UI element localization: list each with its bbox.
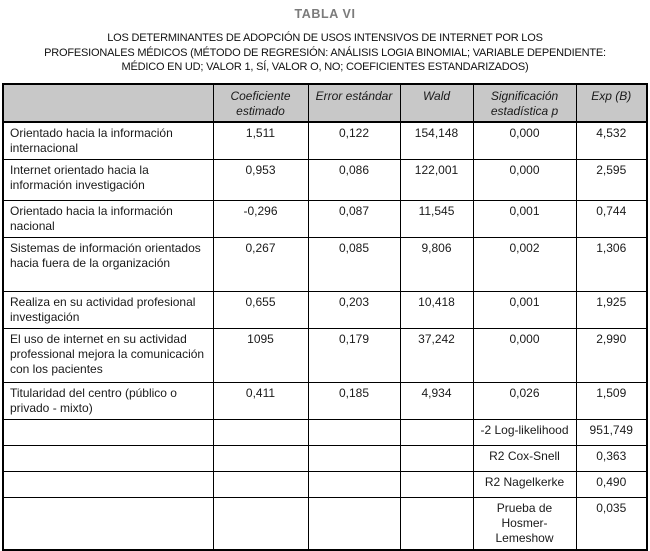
value-cell: 0,001 [473, 201, 576, 238]
stat-value: 951,749 [576, 420, 647, 446]
col-header-5: Exp (B) [576, 84, 647, 122]
empty-cell [308, 472, 400, 498]
value-cell: 1,306 [576, 238, 647, 292]
empty-cell [400, 472, 473, 498]
value-cell: 37,242 [400, 329, 473, 383]
value-cell: 0,122 [308, 122, 400, 160]
table-row: Internet orientado hacia la información … [3, 160, 647, 201]
empty-cell [3, 472, 213, 498]
empty-cell [3, 498, 213, 551]
empty-cell [400, 420, 473, 446]
value-cell: 122,001 [400, 160, 473, 201]
stat-label: -2 Log-likelihood [473, 420, 576, 446]
value-cell: 1095 [213, 329, 308, 383]
value-cell: 1,509 [576, 383, 647, 420]
value-cell: 0,203 [308, 292, 400, 329]
value-cell: 0,000 [473, 122, 576, 160]
col-header-1: Coeficiente estimado [213, 84, 308, 122]
value-cell: 11,545 [400, 201, 473, 238]
empty-cell [3, 446, 213, 472]
stat-label: Prueba de Hosmer-Lemeshow [473, 498, 576, 551]
value-cell: 0,000 [473, 329, 576, 383]
value-cell: 1,511 [213, 122, 308, 160]
stat-label: R2 Cox-Snell [473, 446, 576, 472]
value-cell: 0,026 [473, 383, 576, 420]
value-cell: 2,595 [576, 160, 647, 201]
variable-label: Orientado hacia la información internaci… [3, 122, 213, 160]
col-header-0 [3, 84, 213, 122]
value-cell: 2,990 [576, 329, 647, 383]
value-cell: 0,179 [308, 329, 400, 383]
empty-cell [400, 446, 473, 472]
value-cell: 9,806 [400, 238, 473, 292]
value-cell: 0,086 [308, 160, 400, 201]
col-header-4: Significación estadística p [473, 84, 576, 122]
title-line-1: LOS DETERMINANTES DE ADOPCIÓN DE USOS IN… [0, 31, 650, 46]
value-cell: 154,148 [400, 122, 473, 160]
value-cell: 0,953 [213, 160, 308, 201]
table-number: TABLA VI [0, 0, 650, 21]
empty-cell [213, 420, 308, 446]
value-cell: 4,934 [400, 383, 473, 420]
value-cell: 0,002 [473, 238, 576, 292]
value-cell: 0,267 [213, 238, 308, 292]
value-cell: 10,418 [400, 292, 473, 329]
variable-label: Realiza en su actividad profesional inve… [3, 292, 213, 329]
stat-label: R2 Nagelkerke [473, 472, 576, 498]
value-cell: 0,744 [576, 201, 647, 238]
value-cell: 0,411 [213, 383, 308, 420]
title-line-3: MÉDICO EN UD; VALOR 1, SÍ, VALOR O, NO; … [0, 60, 650, 75]
col-header-3: Wald [400, 84, 473, 122]
table-row: Orientado hacia la información internaci… [3, 122, 647, 160]
value-cell: 0,085 [308, 238, 400, 292]
stat-value: 0,490 [576, 472, 647, 498]
stat-value: 0,035 [576, 498, 647, 551]
table-row: El uso de internet en su actividad profe… [3, 329, 647, 383]
empty-cell [308, 498, 400, 551]
value-cell: 0,001 [473, 292, 576, 329]
table-row: Realiza en su actividad profesional inve… [3, 292, 647, 329]
variable-label: Orientado hacia la información nacional [3, 201, 213, 238]
variable-label: Titularidad del centro (público o privad… [3, 383, 213, 420]
value-cell: 1,925 [576, 292, 647, 329]
empty-cell [308, 446, 400, 472]
value-cell: 0,000 [473, 160, 576, 201]
empty-cell [3, 420, 213, 446]
value-cell: -0,296 [213, 201, 308, 238]
table-row: Orientado hacia la información nacional-… [3, 201, 647, 238]
title-line-2: PROFESIONALES MÉDICOS (MÉTODO DE REGRESI… [0, 46, 650, 61]
empty-cell [400, 498, 473, 551]
variable-label: El uso de internet en su actividad profe… [3, 329, 213, 383]
variable-label: Internet orientado hacia la información … [3, 160, 213, 201]
value-cell: 0,087 [308, 201, 400, 238]
value-cell: 4,532 [576, 122, 647, 160]
col-header-2: Error estándar [308, 84, 400, 122]
variable-label: Sistemas de información orientados hacia… [3, 238, 213, 292]
empty-cell [308, 420, 400, 446]
value-cell: 0,655 [213, 292, 308, 329]
empty-cell [213, 446, 308, 472]
stat-value: 0,363 [576, 446, 647, 472]
empty-cell [213, 472, 308, 498]
table-title: LOS DETERMINANTES DE ADOPCIÓN DE USOS IN… [0, 31, 650, 75]
table-row: Titularidad del centro (público o privad… [3, 383, 647, 420]
table-row: Sistemas de información orientados hacia… [3, 238, 647, 292]
empty-cell [213, 498, 308, 551]
value-cell: 0,185 [308, 383, 400, 420]
